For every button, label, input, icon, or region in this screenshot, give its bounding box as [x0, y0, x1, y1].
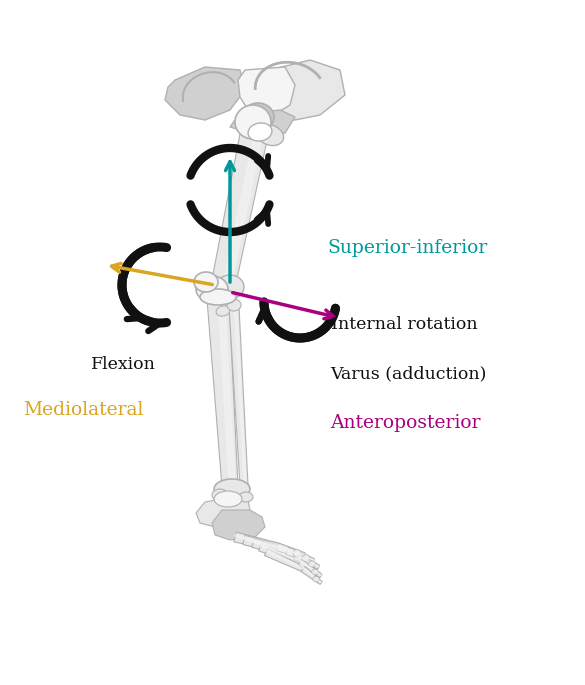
Polygon shape: [196, 497, 250, 527]
Ellipse shape: [216, 275, 244, 299]
Ellipse shape: [302, 555, 310, 561]
Ellipse shape: [312, 569, 318, 575]
Polygon shape: [294, 553, 313, 566]
Polygon shape: [210, 127, 269, 293]
Polygon shape: [243, 536, 288, 555]
Polygon shape: [315, 577, 322, 584]
Polygon shape: [252, 539, 296, 559]
Text: Superior-inferior: Superior-inferior: [328, 239, 488, 257]
Ellipse shape: [239, 492, 253, 502]
Ellipse shape: [293, 549, 301, 556]
Polygon shape: [255, 60, 345, 120]
Polygon shape: [230, 110, 295, 137]
Polygon shape: [301, 566, 317, 581]
Polygon shape: [229, 307, 248, 485]
Polygon shape: [165, 67, 245, 120]
Ellipse shape: [200, 289, 236, 305]
Text: Varus (adduction): Varus (adduction): [331, 366, 487, 382]
Ellipse shape: [248, 108, 268, 126]
Polygon shape: [285, 547, 307, 560]
Polygon shape: [314, 570, 322, 577]
Ellipse shape: [256, 125, 284, 145]
Ellipse shape: [313, 576, 319, 582]
Ellipse shape: [242, 103, 274, 131]
Ellipse shape: [212, 489, 228, 501]
Ellipse shape: [194, 272, 218, 292]
Text: Internal rotation: Internal rotation: [331, 316, 477, 332]
Polygon shape: [244, 121, 265, 139]
Polygon shape: [238, 67, 295, 117]
Polygon shape: [298, 559, 316, 574]
Polygon shape: [207, 298, 238, 488]
Polygon shape: [259, 543, 301, 565]
Ellipse shape: [214, 491, 242, 507]
Text: Anteroposterior: Anteroposterior: [331, 414, 481, 432]
Ellipse shape: [235, 105, 271, 139]
Polygon shape: [296, 550, 305, 558]
Text: Mediolateral: Mediolateral: [23, 401, 144, 419]
Polygon shape: [264, 549, 304, 571]
Ellipse shape: [308, 561, 315, 567]
Polygon shape: [212, 510, 265, 540]
Polygon shape: [234, 532, 279, 551]
Ellipse shape: [227, 299, 241, 311]
Text: Flexion: Flexion: [91, 356, 156, 373]
Ellipse shape: [216, 306, 230, 316]
Polygon shape: [311, 562, 319, 569]
Ellipse shape: [214, 479, 250, 499]
Ellipse shape: [248, 123, 272, 141]
Polygon shape: [305, 556, 314, 563]
Polygon shape: [277, 543, 298, 556]
Ellipse shape: [196, 276, 228, 302]
